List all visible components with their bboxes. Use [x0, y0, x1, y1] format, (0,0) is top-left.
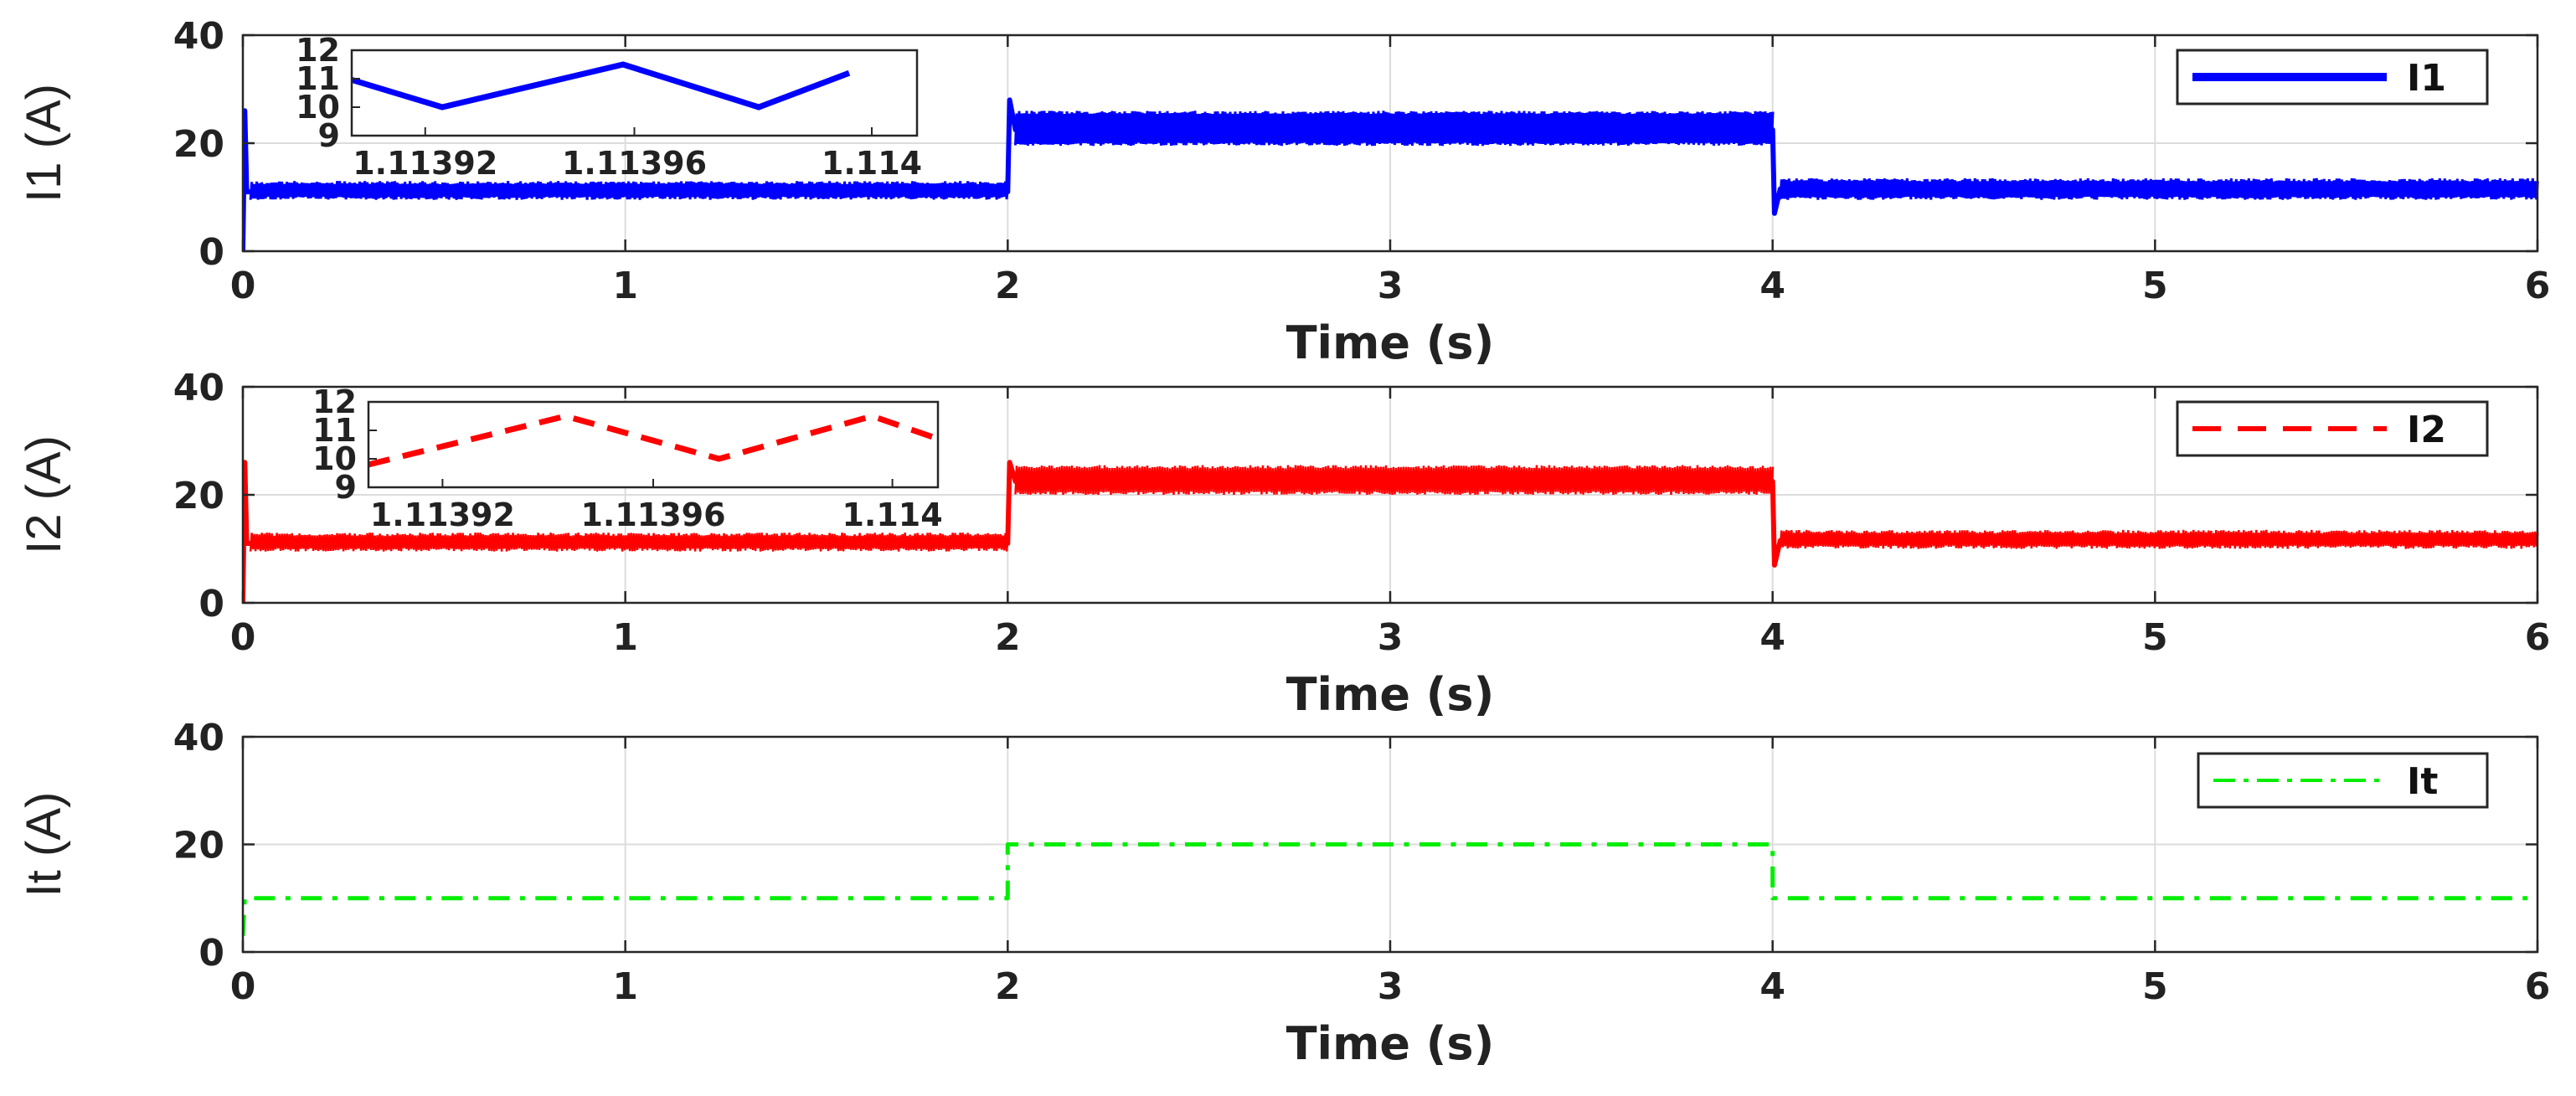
x-tick-label: 1 — [612, 965, 638, 1008]
x-tick-label: 1 — [612, 265, 638, 307]
y-tick-label: 20 — [173, 123, 224, 166]
series-I1-line — [243, 97, 2537, 252]
legend-label-I2: I2 — [2407, 409, 2446, 451]
x-tick-label: 5 — [2142, 965, 2168, 1008]
x-tick-label: 0 — [230, 965, 256, 1008]
series-I2-line — [243, 460, 2537, 604]
y-tick-label: 0 — [198, 231, 224, 274]
inset-x-tick-label: 1.114 — [842, 497, 942, 533]
inset-x-tick-label: 1.114 — [822, 145, 922, 182]
y-tick-label: 0 — [198, 583, 224, 625]
y-tick-label: 20 — [173, 475, 224, 517]
inset-series-line — [352, 61, 851, 111]
y-tick-label: 40 — [173, 717, 224, 759]
inset-series-line — [368, 413, 938, 468]
inset-y-tick-label: 12 — [296, 32, 340, 69]
inset-x-tick-label: 1.11396 — [580, 497, 725, 533]
inset-x-tick-label: 1.11392 — [353, 145, 497, 182]
y-tick-label: 40 — [173, 15, 224, 58]
y-tick-label: 0 — [198, 932, 224, 975]
y-axis-label: I2 (A) — [17, 435, 71, 554]
inset-y-tick-label: 12 — [312, 383, 357, 420]
inset-x-tick-label: 1.11396 — [562, 145, 707, 182]
x-tick-label: 3 — [1378, 265, 1404, 307]
inset-y-tick-label: 9 — [335, 469, 357, 506]
x-tick-label: 4 — [1759, 616, 1785, 659]
legend: I2 — [2176, 400, 2489, 457]
inset-y-tick-label: 11 — [296, 60, 340, 97]
y-axis-label: I1 (A) — [17, 84, 71, 203]
x-tick-label: 4 — [1759, 265, 1785, 307]
inset-y-tick-label: 10 — [296, 89, 340, 126]
x-tick-label: 4 — [1759, 965, 1785, 1008]
legend-label-I1: I1 — [2407, 57, 2446, 100]
series-group — [243, 842, 2537, 936]
x-tick-label: 2 — [995, 965, 1021, 1008]
inset-y-tick-label: 10 — [312, 440, 357, 477]
inset-plot-area — [352, 50, 917, 136]
x-tick-label: 3 — [1378, 616, 1404, 659]
y-axis-label: It (A) — [17, 792, 71, 898]
x-tick-label: 0 — [230, 616, 256, 659]
x-tick-label: 5 — [2142, 616, 2168, 659]
legend: I1 — [2176, 49, 2489, 105]
x-tick-label: 6 — [2525, 616, 2551, 659]
x-tick-label: 0 — [230, 265, 256, 307]
x-tick-label: 2 — [995, 616, 1021, 659]
legend-box — [2176, 400, 2489, 457]
legend-box — [2197, 752, 2489, 809]
x-tick-label: 5 — [2142, 265, 2168, 307]
series-group — [243, 460, 2539, 604]
inset-plot-area — [368, 402, 938, 487]
inset-x-tick-label: 1.11392 — [370, 497, 515, 533]
x-tick-label: 6 — [2525, 965, 2551, 1008]
x-axis-label: Time (s) — [1286, 1017, 1495, 1070]
series-It-line — [243, 842, 2537, 936]
x-tick-label: 2 — [995, 265, 1021, 307]
inset-y-tick-label: 11 — [312, 412, 357, 449]
x-tick-label: 3 — [1378, 965, 1404, 1008]
x-tick-label: 1 — [612, 616, 638, 659]
series-group — [243, 97, 2539, 252]
legend: It — [2197, 752, 2489, 809]
legend-label-It: It — [2407, 760, 2438, 803]
x-tick-label: 6 — [2525, 265, 2551, 307]
y-tick-label: 40 — [173, 367, 224, 409]
chart-panel-3: 0 1 2 3 4 5 6 0 20 40 Time (s) It (A) It — [17, 717, 2550, 1070]
x-axis-label: Time (s) — [1286, 316, 1495, 369]
y-tick-label: 20 — [173, 825, 224, 867]
inset-y-tick-label: 9 — [318, 117, 340, 154]
x-axis-label: Time (s) — [1286, 668, 1495, 721]
